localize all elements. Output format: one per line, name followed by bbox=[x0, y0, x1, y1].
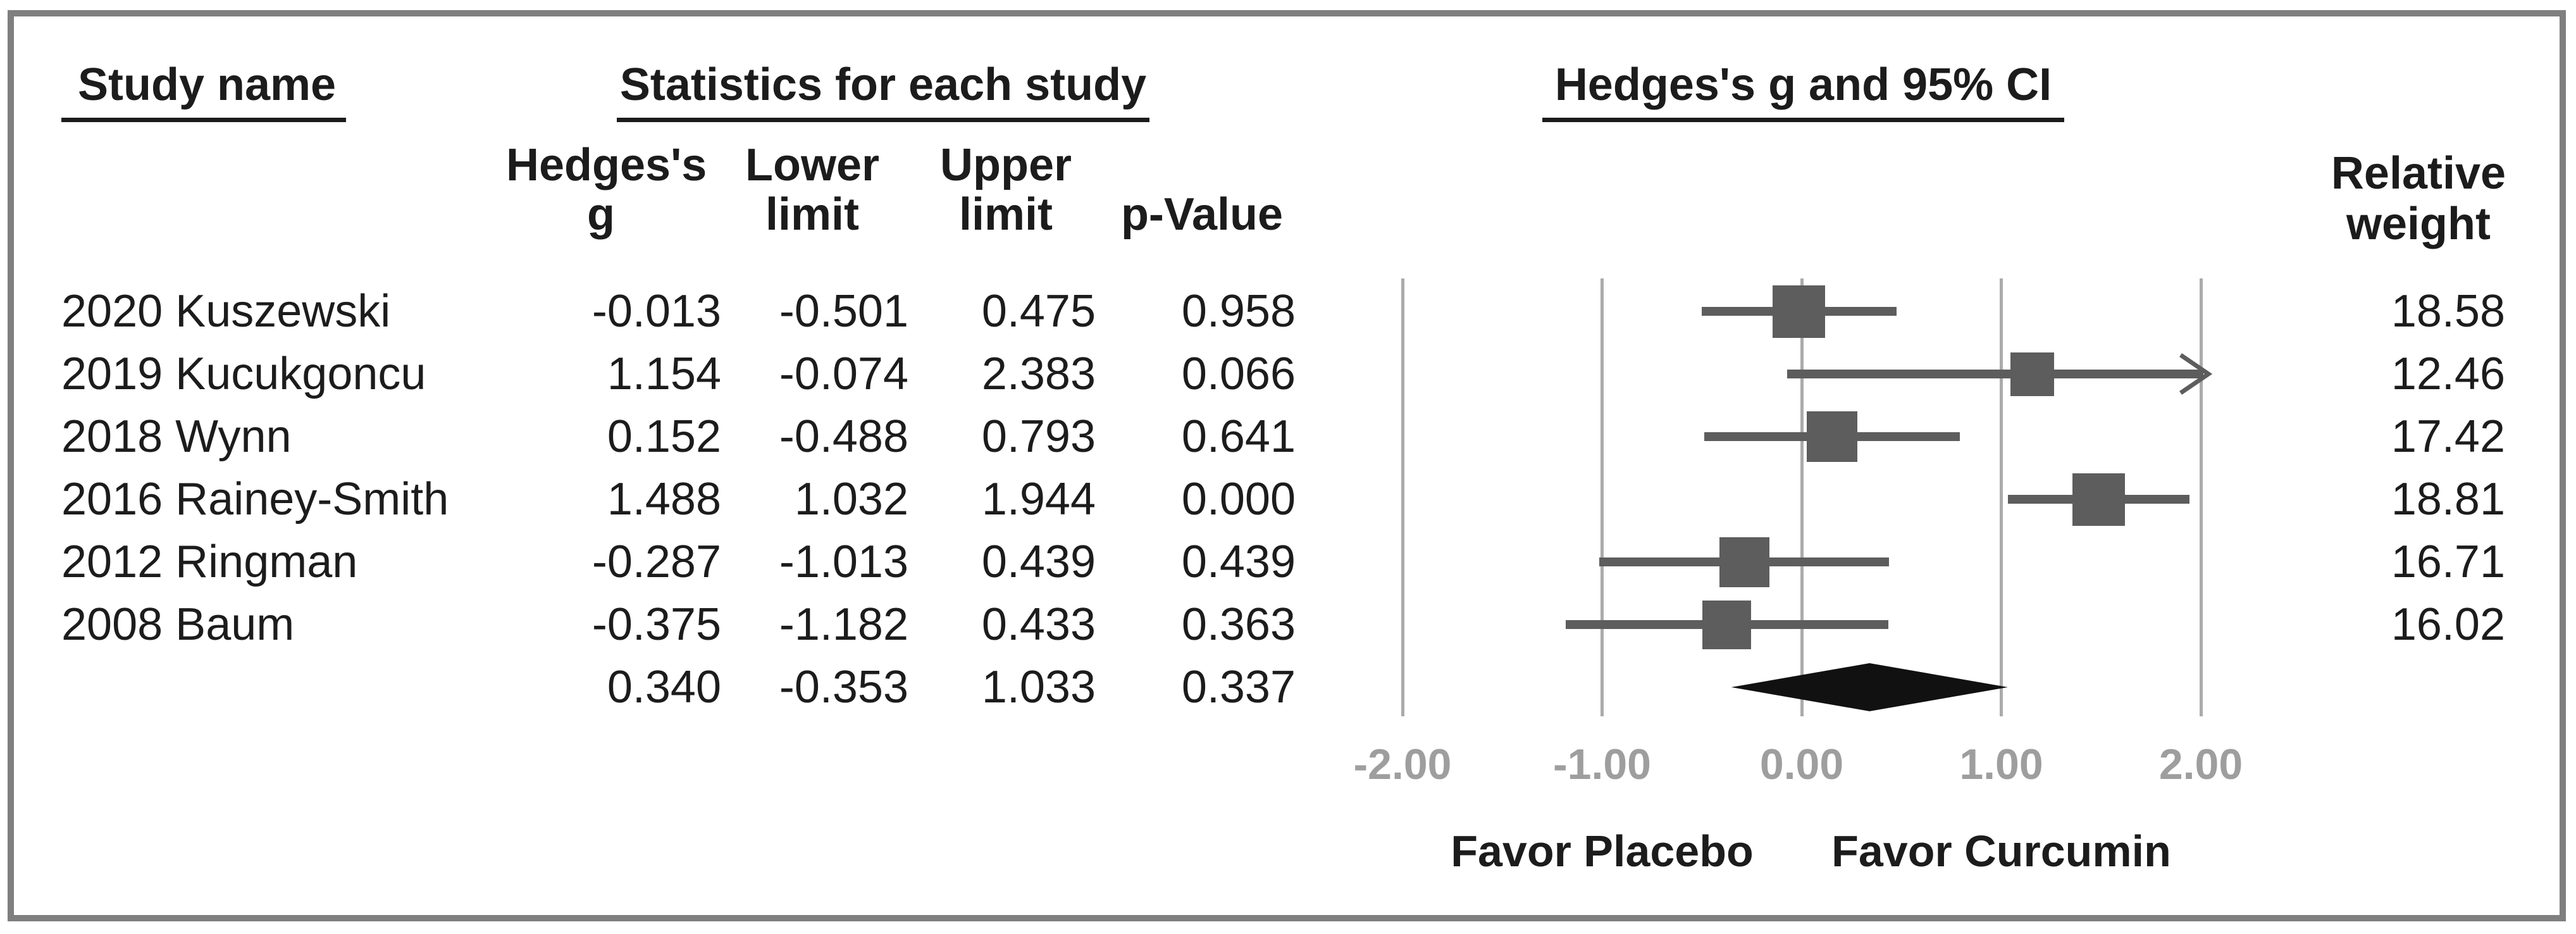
relative-weight-value: 12.46 bbox=[2391, 349, 2505, 399]
x-tick-label: 2.00 bbox=[2158, 740, 2243, 788]
column-header-lower-limit: Lower limit bbox=[717, 140, 907, 240]
stat-p-value: 0.000 bbox=[1181, 474, 1296, 525]
relative-weight-value: 18.58 bbox=[2391, 286, 2505, 337]
stat-p-value: 0.641 bbox=[1181, 411, 1296, 462]
column-header-p-value: p-Value bbox=[1107, 143, 1297, 239]
stat-hedges-g-value: -0.287 bbox=[591, 537, 721, 587]
ci-arrowhead bbox=[2179, 353, 2213, 395]
stat-p-value: 0.363 bbox=[1181, 599, 1296, 650]
upper-header-line2: limit bbox=[958, 189, 1053, 240]
column-header-upper-limit: Upper limit bbox=[911, 140, 1101, 240]
study-name-label: 2018 Wynn bbox=[61, 411, 292, 462]
column-header-hedges-g: Hedges's g bbox=[506, 140, 707, 240]
stat-lower-limit-value: 1.032 bbox=[794, 474, 908, 525]
study-name-header-label: Study name bbox=[78, 59, 337, 110]
figure-border bbox=[8, 10, 2566, 921]
lower-header-line1: Lower bbox=[745, 140, 880, 190]
stat-upper-limit-value: 0.439 bbox=[981, 537, 1096, 587]
stat-p-value: 0.066 bbox=[1181, 349, 1296, 399]
stat-p-value: 0.958 bbox=[1181, 286, 1296, 337]
stat-upper-limit-value: 1.944 bbox=[981, 474, 1096, 525]
effect-size-square bbox=[1773, 285, 1826, 338]
ci-line bbox=[1786, 370, 2203, 378]
statistics-header-label: Statistics for each study bbox=[619, 59, 1147, 110]
effect-size-square bbox=[1806, 411, 1857, 462]
study-name-label: 2019 Kucukgoncu bbox=[61, 349, 426, 399]
relative-weight-value: 18.81 bbox=[2391, 474, 2505, 525]
study-name-label: 2020 Kuszewski bbox=[61, 286, 391, 337]
stat-upper-limit-value: 0.793 bbox=[981, 411, 1096, 462]
effect-header-label: Hedges's g and 95% CI bbox=[1554, 59, 2052, 110]
p-value-header-label: p-Value bbox=[1120, 189, 1284, 240]
weight-header-line1: Relative bbox=[2331, 148, 2506, 199]
summary-stat-lower-limit-value: -0.353 bbox=[779, 662, 908, 713]
stat-lower-limit-value: -1.013 bbox=[779, 537, 908, 587]
stat-upper-limit-value: 0.475 bbox=[981, 286, 1096, 337]
study-name-label: 2008 Baum bbox=[61, 599, 295, 650]
study-name-label: 2016 Rainey-Smith bbox=[61, 474, 449, 525]
stat-lower-limit-value: -0.501 bbox=[779, 286, 908, 337]
study-name-label: 2012 Ringman bbox=[61, 537, 358, 587]
summary-stat-hedges-g-value: 0.340 bbox=[607, 662, 721, 713]
stat-upper-limit-value: 0.433 bbox=[981, 599, 1096, 650]
stat-hedges-g-value: 1.488 bbox=[607, 474, 721, 525]
hedges-header-line1: Hedges's bbox=[506, 140, 707, 190]
relative-weight-value: 17.42 bbox=[2391, 411, 2505, 462]
stat-lower-limit-value: -0.488 bbox=[779, 411, 908, 462]
lower-header-line2: limit bbox=[765, 189, 859, 240]
x-tick-label: -1.00 bbox=[1553, 740, 1651, 788]
x-tick-label: -2.00 bbox=[1353, 740, 1452, 788]
stat-upper-limit-value: 2.383 bbox=[981, 349, 1096, 399]
effect-size-square bbox=[2010, 352, 2054, 396]
upper-header-line1: Upper bbox=[939, 140, 1072, 190]
relative-weight-value: 16.02 bbox=[2391, 599, 2505, 650]
x-gridline bbox=[1401, 278, 1404, 716]
axis-label-favor-curcumin: Favor Curcumin bbox=[1831, 826, 2171, 876]
x-gridline bbox=[1800, 278, 1804, 716]
x-gridline bbox=[1601, 278, 1604, 716]
summary-stat-p-value: 0.337 bbox=[1181, 662, 1296, 713]
effect-size-square bbox=[2072, 473, 2125, 526]
column-header-study-name: Study name bbox=[61, 61, 346, 122]
effect-size-square bbox=[1719, 537, 1769, 587]
column-group-header-statistics: Statistics for each study bbox=[617, 61, 1149, 122]
relative-weight-value: 16.71 bbox=[2391, 537, 2505, 587]
stat-hedges-g-value: -0.375 bbox=[591, 599, 721, 650]
x-tick-label: 0.00 bbox=[1759, 740, 1844, 788]
stat-lower-limit-value: -1.182 bbox=[779, 599, 908, 650]
summary-stat-upper-limit-value: 1.033 bbox=[981, 662, 1096, 713]
stat-lower-limit-value: -0.074 bbox=[779, 349, 908, 399]
stat-hedges-g-value: 0.152 bbox=[607, 411, 721, 462]
x-gridline bbox=[2199, 278, 2203, 716]
x-tick-label: 1.00 bbox=[1959, 740, 2043, 788]
x-gridline bbox=[2000, 278, 2003, 716]
column-header-relative-weight: Relative weight bbox=[2320, 147, 2517, 249]
column-group-header-effect: Hedges's g and 95% CI bbox=[1542, 61, 2064, 122]
stat-hedges-g-value: 1.154 bbox=[607, 349, 721, 399]
effect-size-square bbox=[1702, 600, 1752, 649]
axis-label-favor-placebo: Favor Placebo bbox=[1451, 826, 1754, 876]
stat-hedges-g-value: -0.013 bbox=[591, 286, 721, 337]
stat-p-value: 0.439 bbox=[1181, 537, 1296, 587]
hedges-header-line2: g bbox=[587, 189, 615, 240]
weight-header-line2: weight bbox=[2346, 199, 2491, 249]
